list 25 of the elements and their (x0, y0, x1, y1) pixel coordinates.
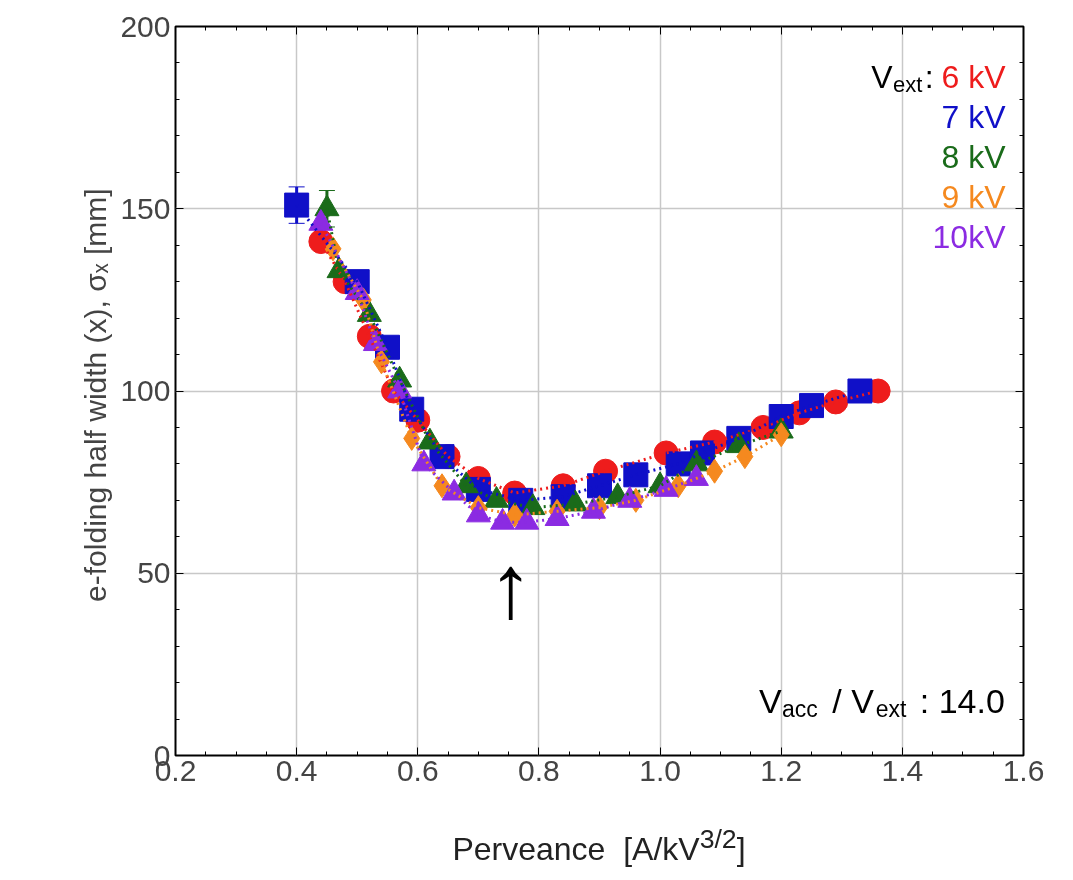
point (823, 389, 849, 415)
x-tick-label: 1.0 (639, 753, 681, 787)
point (847, 378, 873, 404)
point (799, 393, 824, 419)
x-tick-label: 1.4 (881, 753, 924, 787)
y-tick-label: 150 (120, 191, 171, 225)
y-axis-title: e-folding half width (x), σₓ [mm] (79, 188, 113, 602)
point (284, 192, 310, 218)
y-tick-label: 50 (137, 556, 171, 590)
x-tick-label: 1.6 (1002, 753, 1045, 787)
x-tick-label: 0.6 (396, 753, 439, 787)
point (623, 462, 649, 488)
text: 10kV (932, 218, 1007, 255)
x-tick-label: 0.8 (518, 753, 560, 787)
text: 6 kV (941, 58, 1007, 95)
y-tick-label: 200 (120, 9, 171, 43)
y-tick-label: 100 (120, 374, 171, 407)
text: 7 kV (941, 98, 1007, 135)
x-tick-label: 0.4 (275, 753, 318, 787)
x-axis-title: Perveance [A/kV$^{3/2}$] (452, 823, 746, 869)
point (587, 473, 612, 499)
x-tick-label: 1.2 (760, 753, 803, 787)
annotation: ↑ (488, 536, 534, 637)
text: 9 kV (941, 178, 1007, 215)
text: 8 kV (941, 138, 1007, 175)
